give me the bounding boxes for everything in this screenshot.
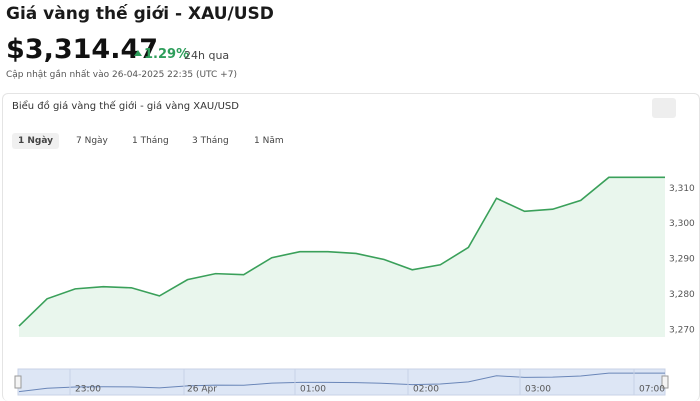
area-fill — [19, 177, 665, 337]
chart-type-toggle[interactable] — [652, 98, 676, 118]
period: 24h qua — [184, 49, 230, 62]
price: $3,314.47 — [6, 34, 159, 65]
up-arrow — [134, 50, 142, 56]
y-tick-label: 3,290 — [669, 255, 695, 265]
navigator — [17, 368, 666, 396]
y-tick-label: 3,270 — [669, 325, 695, 335]
price-line — [18, 176, 665, 327]
navigator-label: 07:00 — [639, 385, 665, 395]
tab[interactable]: 3 Tháng — [192, 136, 229, 146]
navigator-line — [18, 372, 665, 393]
tab[interactable]: 7 Ngày — [76, 136, 108, 146]
y-tick-label: 3,280 — [669, 290, 695, 300]
y-tick-label: 3,310 — [669, 184, 695, 194]
tab[interactable]: 1 Tháng — [132, 136, 169, 146]
navigator-handle[interactable] — [661, 375, 669, 389]
change: 1.29% — [144, 47, 190, 62]
navigator-label: 03:00 — [525, 385, 551, 395]
navigator-label: 01:00 — [300, 385, 326, 395]
navigator-label: 02:00 — [413, 385, 439, 395]
navigator-label: 26 Apr — [187, 385, 217, 395]
navigator-handle[interactable] — [14, 375, 22, 389]
tab[interactable]: 1 Năm — [254, 136, 284, 146]
y-tick-label: 3,300 — [669, 219, 695, 229]
page-title: Giá vàng thế giới - XAU/USD — [6, 4, 274, 24]
navigator-label: 23:00 — [75, 385, 101, 395]
card-title: Biểu đồ giá vàng thế giới - giá vàng XAU… — [12, 101, 239, 112]
tab[interactable]: 1 Ngày — [12, 133, 60, 149]
updated-time: Cập nhật gần nhất vào 26-04-2025 22:35 (… — [6, 70, 237, 80]
